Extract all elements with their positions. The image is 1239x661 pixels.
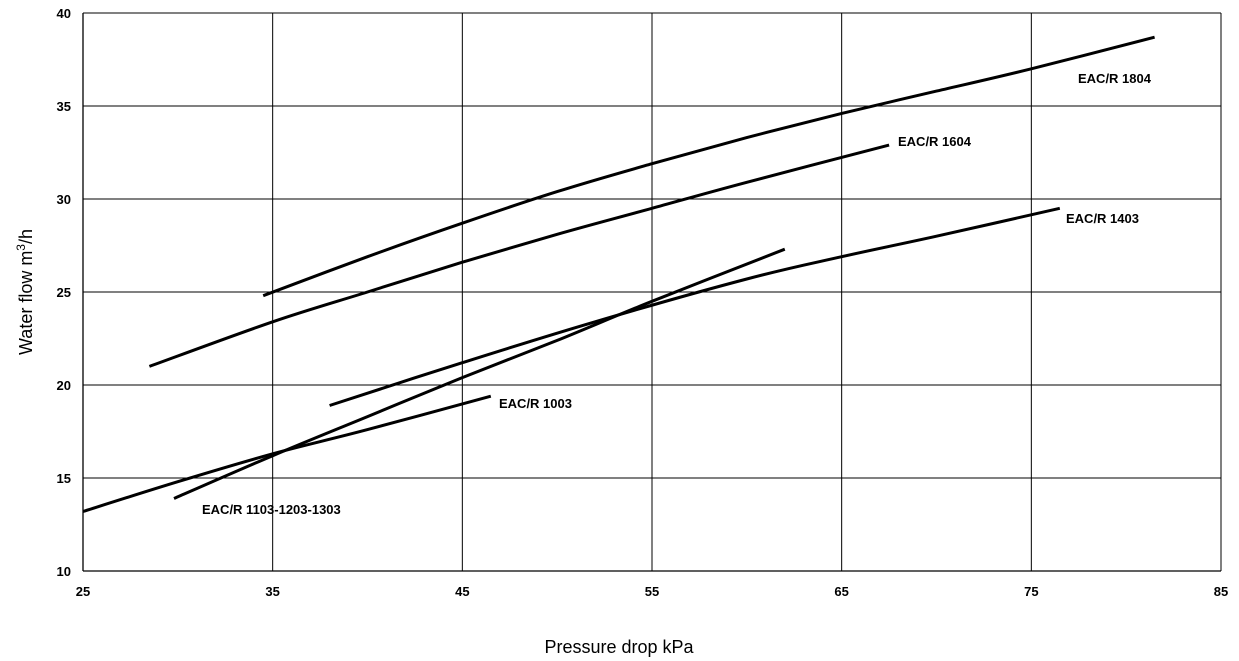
series-labels: EAC/R 1804 EAC/R 1604 EAC/R 1403 EAC/R 1003…	[202, 71, 1152, 517]
series-lines	[82, 35, 1155, 513]
y-tick-label: 15	[57, 471, 71, 486]
series-label-5: EAC/R 1103-1203-1303	[202, 502, 341, 517]
y-tick-label: 30	[57, 192, 71, 207]
x-tick-label: 35	[265, 584, 279, 599]
x-tick-label: 75	[1024, 584, 1038, 599]
series-label-4: EAC/R 1003	[499, 396, 572, 411]
series-label-3: EAC/R 1403	[1066, 211, 1139, 226]
series-line-5	[173, 247, 786, 500]
series-label-1: EAC/R 1804	[1078, 71, 1152, 86]
x-tick-label: 25	[76, 584, 90, 599]
series-line-1	[262, 35, 1155, 298]
x-tick-label: 65	[834, 584, 848, 599]
y-tick-label: 40	[57, 6, 71, 21]
y-axis-title: Water flow m3/h	[14, 229, 36, 355]
axes	[82, 13, 1221, 572]
y-tick-labels: 10 15 20 25 30 35 40	[57, 6, 71, 579]
y-tick-label: 10	[57, 564, 71, 579]
y-axis-title-main: Water flow m	[16, 251, 36, 355]
y-axis-title-tail: /h	[16, 229, 36, 244]
grid	[83, 12, 1222, 571]
series-line-3	[329, 206, 1061, 407]
x-axis-title: Pressure drop kPa	[544, 637, 694, 657]
y-tick-label: 25	[57, 285, 71, 300]
y-tick-label: 35	[57, 99, 71, 114]
series-line-2	[148, 143, 890, 368]
x-tick-label: 85	[1214, 584, 1228, 599]
series-line-4	[82, 394, 492, 513]
y-axis-title-sup: 3	[14, 244, 28, 251]
x-tick-label: 45	[455, 584, 469, 599]
y-tick-label: 20	[57, 378, 71, 393]
x-tick-label: 55	[645, 584, 659, 599]
x-tick-labels: 25 35 45 55 65 75 85	[76, 584, 1228, 599]
series-label-2: EAC/R 1604	[898, 134, 972, 149]
